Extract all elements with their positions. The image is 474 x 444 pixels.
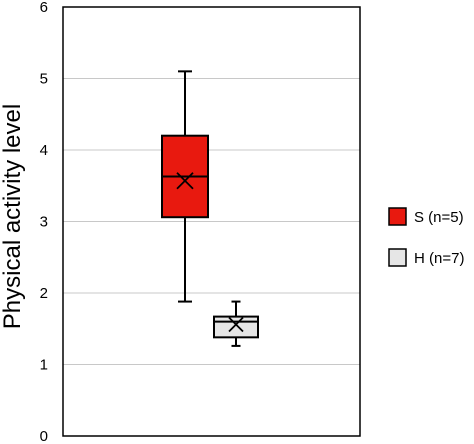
y-tick-label: 6 bbox=[40, 0, 48, 16]
y-tick-label: 2 bbox=[40, 285, 48, 302]
y-tick-labels: 0 1 2 3 4 5 6 bbox=[40, 0, 48, 444]
y-tick-label: 0 bbox=[40, 428, 48, 444]
gridlines bbox=[63, 78, 360, 365]
legend-label: H (n=7) bbox=[414, 250, 464, 267]
box-plots bbox=[161, 70, 259, 347]
mean-marker bbox=[228, 316, 244, 333]
box-iqr bbox=[213, 315, 259, 339]
mean-marker bbox=[176, 172, 194, 190]
y-tick-label: 4 bbox=[40, 142, 48, 159]
box-series-0 bbox=[161, 70, 209, 303]
y-tick-label: 3 bbox=[40, 214, 48, 231]
legend-swatch bbox=[388, 248, 407, 267]
y-tick-label: 1 bbox=[40, 357, 48, 374]
legend-label: S (n=5) bbox=[414, 209, 464, 226]
legend: S (n=5) H (n=7) bbox=[388, 207, 464, 267]
y-tick-label: 5 bbox=[40, 71, 48, 88]
y-axis-title: Physical activity level bbox=[0, 104, 26, 329]
legend-item-1: H (n=7) bbox=[388, 248, 464, 267]
legend-item-0: S (n=5) bbox=[388, 207, 464, 226]
box-series-1 bbox=[213, 300, 259, 347]
plot-area-frame bbox=[62, 6, 361, 437]
legend-swatch bbox=[388, 207, 407, 226]
